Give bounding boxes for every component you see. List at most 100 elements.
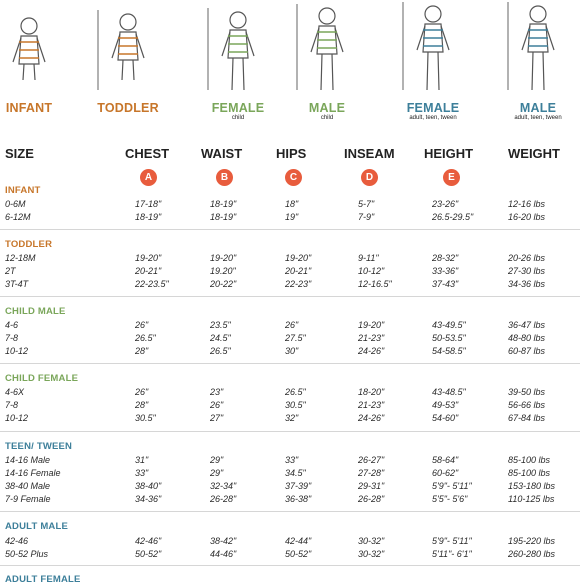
height-cell: 49-53" (432, 400, 459, 410)
header-chest: CHEST (125, 146, 170, 161)
chest-cell: 30.5" (135, 413, 156, 423)
inseam-cell: 5-7" (358, 199, 375, 209)
inseam-cell: 24-26" (358, 413, 385, 423)
height-cell: 58-64" (432, 455, 459, 465)
weight-cell: 67-84 lbs (508, 413, 546, 423)
weight-cell: 85-100 lbs (508, 455, 551, 465)
group-divider (0, 363, 580, 364)
inseam-cell: 7-9" (358, 212, 375, 222)
header-waist: WAIST (201, 146, 243, 161)
table-row: 38-40 Male 38-40" 32-34" 37-39" 29-31" 5'9"- … (0, 481, 580, 493)
size-cell: 3T-4T (5, 279, 29, 289)
hips-cell: 26" (285, 320, 299, 330)
figure-man: MALE adult, teen, tween (490, 0, 580, 128)
waist-cell: 19-20" (210, 253, 237, 263)
infant-figure-icon (12, 17, 46, 81)
chest-cell: 17-18" (135, 199, 162, 209)
table-row: 10-12 28" 26.5" 30" 24-26" 54-58.5" 60-87 lbs (0, 346, 580, 358)
height-cell: 43-48.5" (432, 387, 466, 397)
hips-cell: 34.5" (285, 468, 306, 478)
hips-cell: 20-21" (285, 266, 312, 276)
group-title: TEEN/ TWEEN (5, 441, 73, 452)
hips-cell: 22-23" (285, 279, 312, 289)
hips-cell: 30.5" (285, 400, 306, 410)
table-row: 50-52 Plus 50-52" 44-46" 50-52" 30-32" 5'11"-… (0, 549, 580, 561)
man-figure-icon (507, 2, 555, 91)
waist-cell: 32-34" (210, 481, 237, 491)
table-row: 4-6X 26" 23" 26.5" 18-20" 43-48.5" 39-50 lbs (0, 387, 580, 399)
size-cell: 4-6X (5, 387, 25, 397)
weight-cell: 85-100 lbs (508, 468, 551, 478)
weight-cell: 20-26 lbs (508, 253, 546, 263)
header-inseam: INSEAM (344, 146, 395, 161)
chest-cell: 33" (135, 468, 149, 478)
chest-cell: 26" (135, 320, 149, 330)
inseam-cell: 30-32" (358, 549, 385, 559)
inseam-cell: 9-11" (358, 253, 379, 263)
waist-cell: 18-19" (210, 212, 237, 222)
hips-cell: 19" (285, 212, 299, 222)
woman-figure-icon (402, 2, 450, 91)
weight-cell: 12-16 lbs (508, 199, 546, 209)
group-divider (0, 296, 580, 297)
hips-cell: 37-39" (285, 481, 312, 491)
size-cell: 10-12 (5, 413, 29, 423)
inseam-cell: 30-32" (358, 536, 385, 546)
inseam-cell: 12-16.5" (358, 279, 392, 289)
boy-figure-icon (296, 4, 344, 91)
waist-cell: 23" (210, 387, 224, 397)
height-cell: 5'9"- 5'11" (432, 481, 472, 491)
weight-cell: 16-20 lbs (508, 212, 546, 222)
weight-cell: 27-30 lbs (508, 266, 546, 276)
weight-cell: 260-280 lbs (508, 549, 556, 559)
figure-girl: FEMALE child (190, 0, 286, 128)
height-cell: 37-43" (432, 279, 459, 289)
waist-cell: 29" (210, 455, 224, 465)
table-row: 42-46 42-46" 38-42" 42-44" 30-32" 5'9"- 5'11"… (0, 536, 580, 548)
size-cell: 10-12 (5, 346, 29, 356)
column-header-row: SIZE CHEST WAIST HIPS INSEAM HEIGHT WEIG… (0, 146, 580, 166)
height-cell: 60-62" (432, 468, 459, 478)
size-cell: 7-8 (5, 400, 19, 410)
size-cell: 50-52 Plus (5, 549, 49, 559)
chest-cell: 42-46" (135, 536, 162, 546)
figure-label: TODDLER (97, 101, 159, 115)
badge-waist: B (216, 169, 233, 186)
waist-cell: 20-22" (210, 279, 237, 289)
inseam-cell: 21-23" (358, 333, 385, 343)
waist-cell: 44-46" (210, 549, 237, 559)
figure-boy: MALE child (279, 0, 375, 128)
hips-cell: 42-44" (285, 536, 312, 546)
chest-cell: 26" (135, 387, 149, 397)
hips-cell: 26.5" (285, 387, 306, 397)
table-row: 12-18M 19-20" 19-20" 19-20" 9-11" 28-32" 20-26… (0, 253, 580, 265)
height-cell: 54-58.5" (432, 346, 466, 356)
chest-cell: 34-36" (135, 494, 162, 504)
hips-cell: 50-52" (285, 549, 312, 559)
size-cell: 7-8 (5, 333, 19, 343)
inseam-cell: 24-26" (358, 346, 385, 356)
figure-sublabel: adult, teen, tween (514, 115, 562, 121)
table-row: 3T-4T 22-23.5" 20-22" 22-23" 12-16.5" 37-43" 3… (0, 279, 580, 291)
hips-cell: 30" (285, 346, 299, 356)
size-cell: 0-6M (5, 199, 26, 209)
group-divider (0, 431, 580, 432)
figure-sublabel: child (320, 115, 334, 121)
waist-cell: 29" (210, 468, 224, 478)
size-cell: 2T (5, 266, 16, 276)
waist-cell: 19.20" (210, 266, 236, 276)
group-divider (0, 511, 580, 512)
figures-row: INFANT TODDLER FEMALE child MALE child FEMALE a… (0, 0, 580, 130)
size-cell: 12-18M (5, 253, 36, 263)
table-row: 4-6 26" 23.5" 26" 19-20" 43-49.5" 36-47 lbs (0, 320, 580, 332)
height-cell: 5'5"- 5'6" (432, 494, 468, 504)
height-cell: 43-49.5" (432, 320, 466, 330)
hips-cell: 33" (285, 455, 299, 465)
waist-cell: 38-42" (210, 536, 237, 546)
height-cell: 33-36" (432, 266, 459, 276)
badge-height: E (443, 169, 460, 186)
table-row: 0-6M 17-18" 18-19" 18" 5-7" 23-26" 12-16 lbs (0, 199, 580, 211)
hips-cell: 36-38" (285, 494, 312, 504)
waist-cell: 18-19" (210, 199, 237, 209)
figure-sublabel: child (231, 115, 245, 121)
